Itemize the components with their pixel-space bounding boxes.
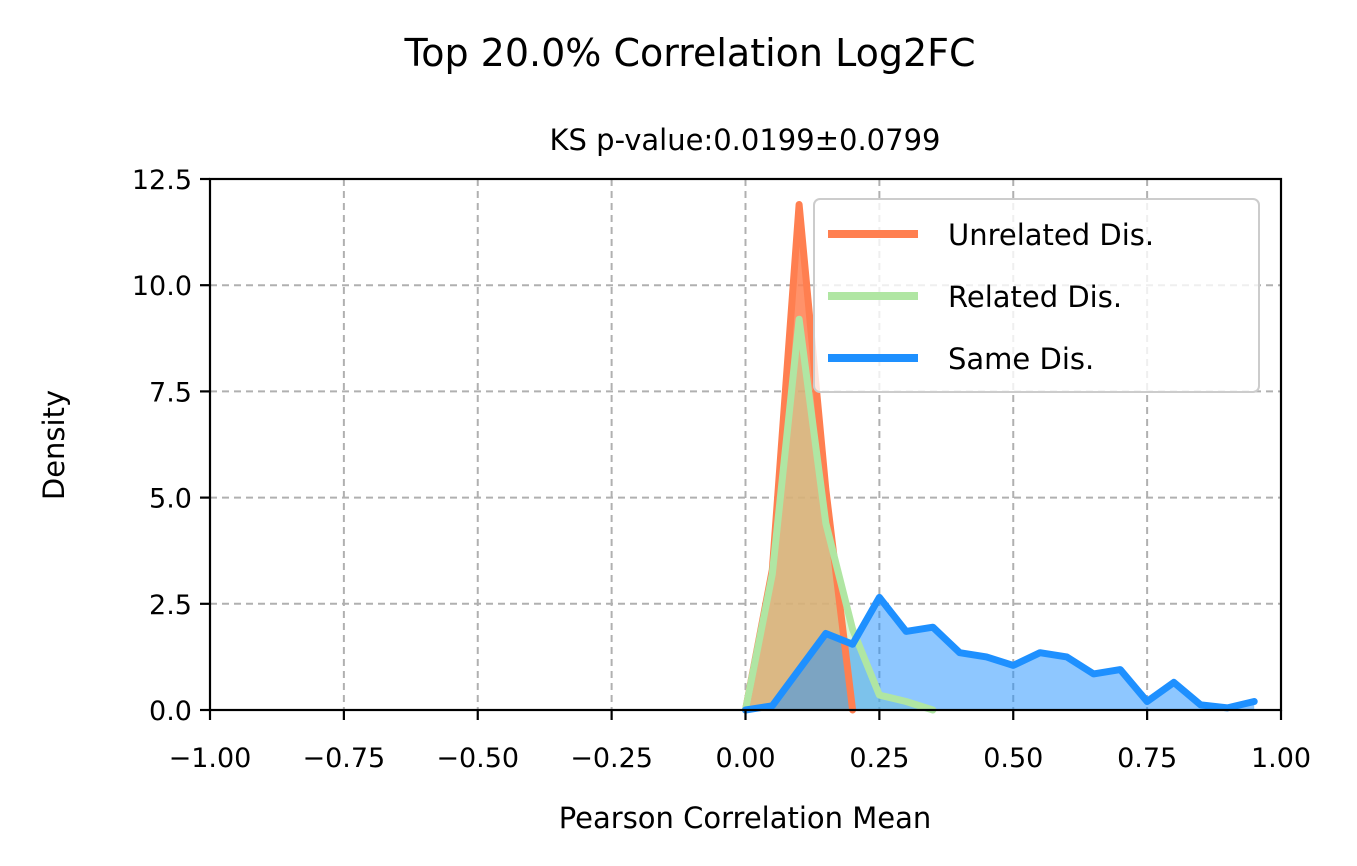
y-tick-label: 7.5: [149, 377, 192, 408]
legend-box: [813, 198, 1260, 393]
legend-label: Unrelated Dis.: [948, 218, 1154, 252]
y-tick-label: 12.5: [132, 165, 192, 196]
x-tick-label: 0.00: [715, 743, 775, 774]
series-fill: [745, 319, 933, 710]
x-tick-label: 1.00: [1251, 743, 1311, 774]
y-tick-label: 0.0: [149, 696, 192, 727]
series-lines: [742, 201, 1258, 714]
x-tick-label: 0.50: [983, 743, 1043, 774]
legend-label: Same Dis.: [948, 342, 1094, 376]
y-axis-label: Density: [37, 390, 71, 500]
y-tick-label: 2.5: [149, 590, 192, 621]
series-line: [742, 593, 1258, 714]
legend: Unrelated Dis. Related Dis. Same Dis.: [813, 198, 1260, 393]
chart-subtitle: KS p-value:0.0199±0.0799: [550, 123, 941, 157]
x-tick-label: 0.25: [849, 743, 909, 774]
y-axis-ticks: 0.0 2.5 5.0 7.5 10.0 12.5: [132, 165, 210, 727]
legend-label: Related Dis.: [948, 280, 1122, 314]
x-tick-label: 0.75: [1117, 743, 1177, 774]
y-tick-label: 10.0: [132, 271, 192, 302]
series-line: [742, 315, 937, 714]
x-axis-ticks: −1.00 −0.75 −0.50 −0.25 0.00 0.25 0.50 0.75 1.00: [169, 710, 1311, 774]
x-tick-label: −0.75: [303, 743, 386, 774]
y-tick-label: 5.0: [149, 484, 192, 515]
x-tick-label: −1.00: [169, 743, 252, 774]
chart-title: Top 20.0% Correlation Log2FC: [403, 31, 975, 75]
x-axis-label: Pearson Correlation Mean: [559, 801, 932, 835]
x-tick-label: −0.50: [436, 743, 519, 774]
x-tick-label: −0.25: [570, 743, 653, 774]
